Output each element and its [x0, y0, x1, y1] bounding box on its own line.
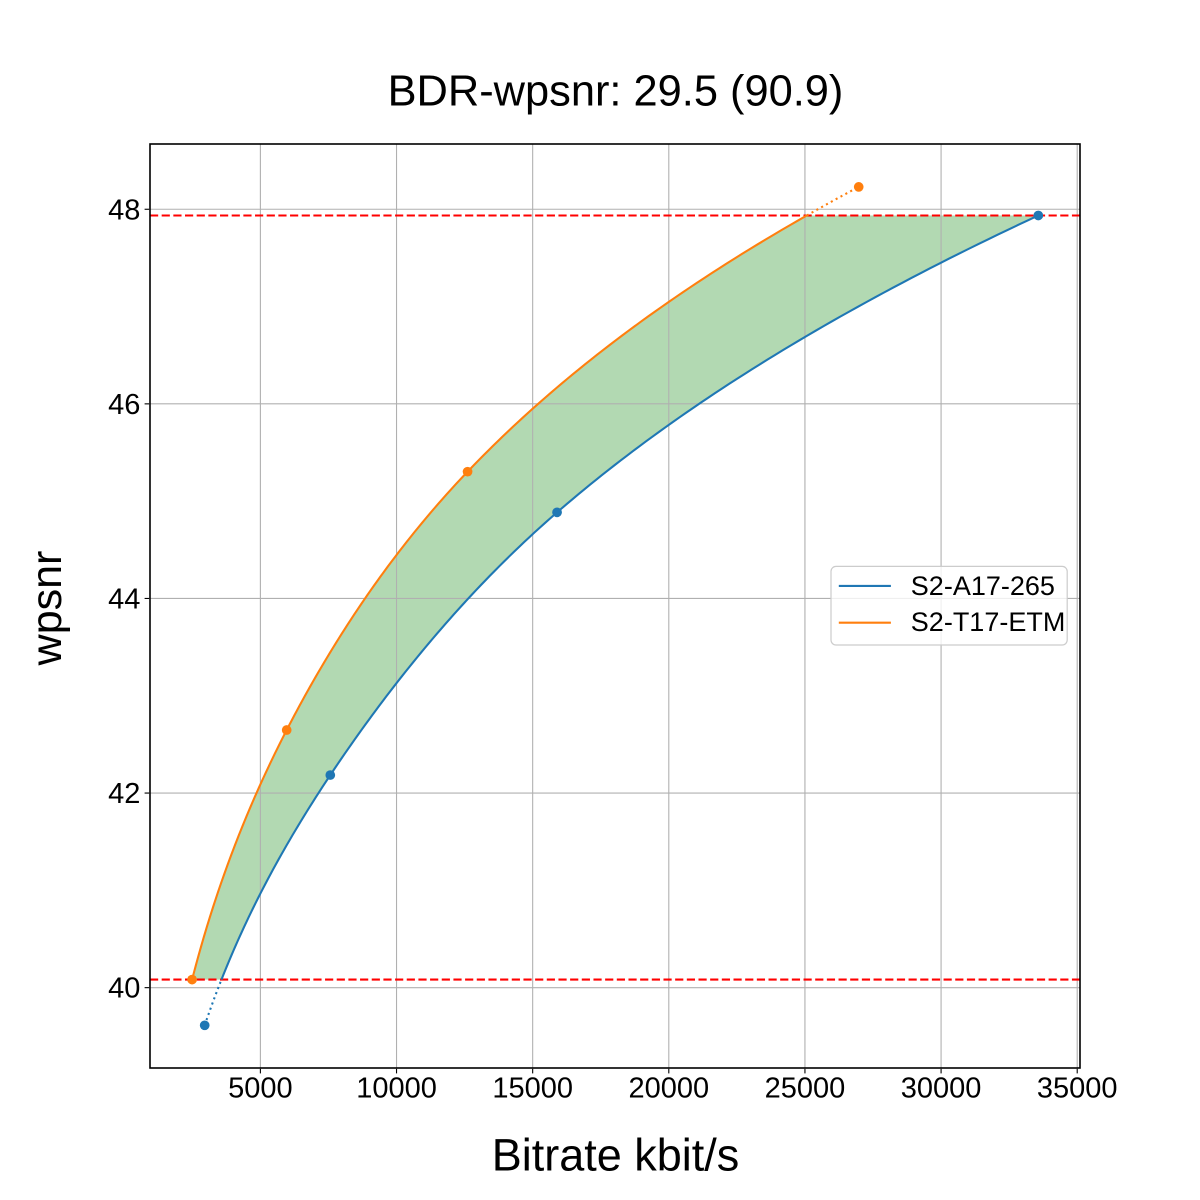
svg-text:S2-T17-ETM: S2-T17-ETM	[911, 607, 1066, 637]
svg-text:35000: 35000	[1037, 1073, 1118, 1105]
svg-text:40: 40	[108, 973, 140, 1005]
svg-text:wpsnr: wpsnr	[23, 551, 71, 667]
svg-text:5000: 5000	[228, 1073, 293, 1105]
svg-text:30000: 30000	[901, 1073, 982, 1105]
svg-text:15000: 15000	[492, 1073, 573, 1105]
svg-text:S2-A17-265: S2-A17-265	[911, 571, 1055, 601]
svg-text:48: 48	[108, 194, 140, 226]
svg-text:10000: 10000	[356, 1073, 437, 1105]
svg-text:46: 46	[108, 389, 140, 421]
svg-text:25000: 25000	[765, 1073, 846, 1105]
svg-text:42: 42	[108, 778, 140, 810]
svg-text:Bitrate kbit/s: Bitrate kbit/s	[492, 1130, 740, 1181]
svg-text:20000: 20000	[628, 1073, 709, 1105]
svg-text:44: 44	[108, 583, 140, 615]
svg-text:BDR-wpsnr: 29.5 (90.9): BDR-wpsnr: 29.5 (90.9)	[388, 67, 844, 115]
